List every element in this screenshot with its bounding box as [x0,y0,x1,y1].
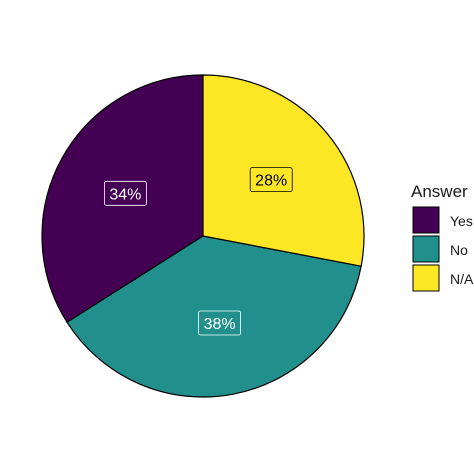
slice-label-box [249,167,293,193]
pie-slice-labels: 34% 38% 28% [104,167,293,336]
slice-label-text: 28% [255,173,287,190]
legend-key-yes [412,206,440,234]
slice-label-text: 34% [109,186,141,203]
legend-label-n-a: N/A [450,271,474,287]
legend-key-no [412,235,440,263]
slice-label-text: 38% [204,316,236,333]
legend: Answer Yes No N/A [411,182,474,292]
legend-key-n-a [412,264,440,292]
legend-title: Answer [411,182,468,201]
slice-label-box [104,180,147,206]
slice-label-yes: 34% [104,180,147,206]
pie-slices [41,74,365,398]
legend-label-yes: Yes [450,213,473,229]
legend-items: Yes No N/A [412,206,474,292]
slice-label-no: 38% [198,310,242,336]
slice-label-n-a: 28% [249,167,293,193]
slice-label-box [198,310,242,336]
legend-label-no: No [450,242,468,258]
